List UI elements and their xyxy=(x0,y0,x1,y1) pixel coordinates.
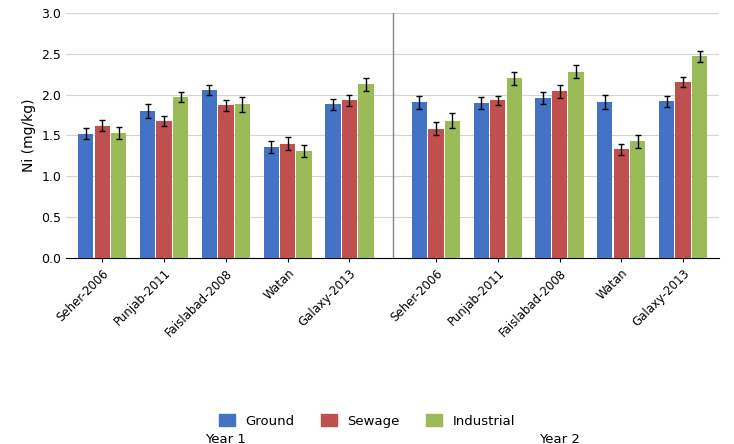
Text: Year 2: Year 2 xyxy=(539,433,580,444)
Text: Year 1: Year 1 xyxy=(206,433,247,444)
Bar xyxy=(140,111,156,258)
Bar xyxy=(111,133,126,258)
Bar xyxy=(659,101,675,258)
Bar xyxy=(630,141,645,258)
Bar xyxy=(297,151,312,258)
Bar xyxy=(614,149,629,258)
Bar xyxy=(535,98,550,258)
Bar xyxy=(358,84,374,258)
Bar xyxy=(95,126,110,258)
Bar xyxy=(412,102,427,258)
Y-axis label: Ni (mg/kg): Ni (mg/kg) xyxy=(21,99,36,172)
Bar xyxy=(342,100,357,258)
Bar xyxy=(202,90,217,258)
Bar xyxy=(445,121,460,258)
Bar xyxy=(490,100,506,258)
Bar xyxy=(692,56,708,258)
Legend: Ground, Sewage, Industrial: Ground, Sewage, Industrial xyxy=(214,409,520,433)
Bar xyxy=(506,79,522,258)
Bar xyxy=(552,91,567,258)
Bar xyxy=(235,104,250,258)
Bar xyxy=(218,105,233,258)
Bar xyxy=(78,134,93,258)
Bar xyxy=(597,102,612,258)
Bar xyxy=(264,147,279,258)
Bar xyxy=(675,82,691,258)
Bar xyxy=(428,129,443,258)
Bar xyxy=(173,97,188,258)
Bar xyxy=(156,121,172,258)
Bar xyxy=(325,104,341,258)
Bar xyxy=(473,103,489,258)
Bar xyxy=(568,72,584,258)
Bar xyxy=(280,143,295,258)
